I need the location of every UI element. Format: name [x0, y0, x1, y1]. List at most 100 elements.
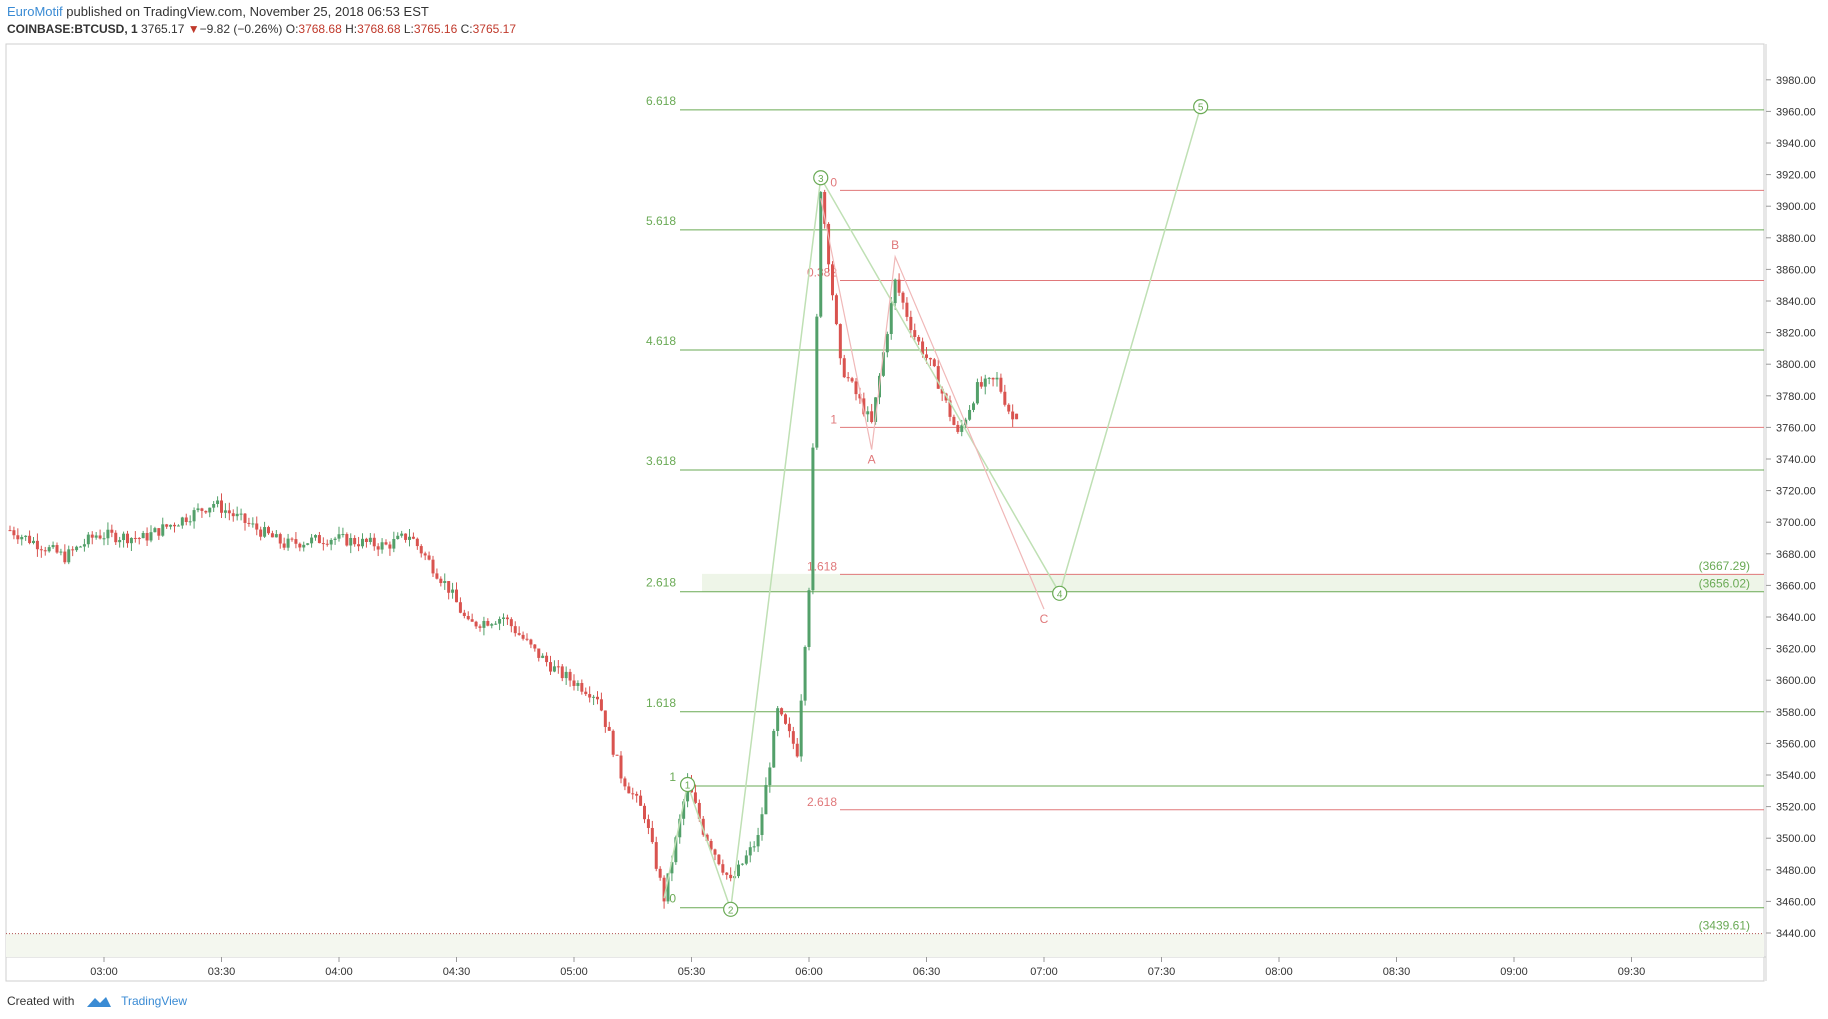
- candle-body: [760, 814, 764, 836]
- y-tick-label: 3680.00: [1776, 549, 1816, 561]
- candle-body: [705, 834, 709, 842]
- candle-body: [118, 540, 122, 543]
- candle-body: [752, 846, 756, 848]
- candle-body: [325, 543, 329, 545]
- candle-body: [940, 388, 944, 394]
- candle-body: [200, 508, 204, 511]
- low-value: 3765.16: [413, 22, 458, 36]
- author-link[interactable]: EuroMotif: [7, 4, 63, 19]
- y-tick-label: 3940.00: [1776, 138, 1816, 150]
- candle-body: [321, 543, 325, 545]
- price-level-label: (3439.61): [1699, 919, 1750, 933]
- wave-label: 2: [728, 905, 734, 916]
- candle-body: [858, 394, 862, 399]
- candle-body: [392, 539, 396, 549]
- candle-body: [850, 378, 854, 382]
- candle-body: [1011, 411, 1015, 420]
- tradingview-link[interactable]: TradingView: [121, 994, 188, 1008]
- candle-body: [357, 544, 361, 547]
- candle-body: [349, 537, 353, 546]
- candle-body: [917, 336, 921, 342]
- x-tick-label: 04:30: [443, 966, 471, 978]
- open-value: 3768.68: [298, 22, 342, 36]
- x-tick-label: 08:00: [1265, 966, 1293, 978]
- wave-marker: [723, 901, 739, 917]
- low-label: L:: [403, 22, 414, 36]
- abc-label: B: [891, 238, 899, 252]
- wave-marker: [813, 170, 829, 186]
- y-tick-label: 3660.00: [1776, 580, 1816, 592]
- candle-body: [607, 726, 611, 731]
- y-tick-label: 3760.00: [1776, 422, 1816, 434]
- candle-body: [196, 508, 200, 511]
- candle-body: [451, 589, 455, 593]
- footer: Created with TradingView: [7, 994, 187, 1009]
- y-tick-label: 3500.00: [1776, 833, 1816, 845]
- y-tick-label: 3540.00: [1776, 770, 1816, 782]
- candle-body: [740, 863, 744, 865]
- candle-body: [380, 542, 384, 550]
- candle-body: [709, 841, 713, 850]
- x-tick-label: 09:00: [1500, 966, 1528, 978]
- candle-body: [827, 223, 831, 265]
- candle-body: [247, 522, 251, 524]
- candle-body: [674, 837, 678, 863]
- candle-body: [936, 366, 940, 389]
- candle-body: [901, 292, 905, 303]
- candle-body: [776, 708, 780, 731]
- candle-body: [180, 517, 184, 526]
- candle-body: [854, 381, 858, 395]
- candle-body: [881, 352, 885, 376]
- y-tick-label: 3740.00: [1776, 454, 1816, 466]
- x-tick-label: 05:30: [678, 966, 706, 978]
- x-tick-label: 04:00: [325, 966, 353, 978]
- candle-body: [713, 849, 717, 855]
- candle-body: [133, 537, 137, 539]
- candle-body: [431, 559, 435, 574]
- candle-body: [314, 535, 317, 538]
- candle-body: [948, 400, 952, 417]
- candle-body: [631, 793, 635, 795]
- fib-green-label: 2.618: [646, 576, 676, 590]
- candle-body: [737, 864, 740, 877]
- candle-body: [404, 533, 408, 540]
- candle-body: [376, 546, 380, 550]
- candle-body: [176, 525, 180, 527]
- candle-body: [282, 543, 286, 548]
- candle-body: [227, 510, 231, 514]
- candle-body: [90, 534, 94, 538]
- candle-body: [619, 755, 623, 779]
- candle-body: [643, 805, 646, 820]
- candle-body: [384, 542, 388, 545]
- candle-body: [811, 447, 815, 591]
- candle-body: [216, 500, 220, 505]
- candle-body: [212, 504, 216, 508]
- candle-body: [157, 528, 161, 536]
- candle-body: [251, 523, 255, 525]
- candle-body: [823, 191, 827, 224]
- y-tick-label: 3840.00: [1776, 296, 1816, 308]
- y-tick-label: 3800.00: [1776, 359, 1816, 371]
- candle-body: [353, 537, 357, 545]
- candle-body: [693, 792, 697, 803]
- candle-body: [400, 533, 404, 536]
- candle-body: [490, 624, 494, 626]
- candle-body: [274, 534, 278, 538]
- candle-body: [106, 529, 110, 539]
- x-tick-label: 07:00: [1030, 966, 1058, 978]
- candle-body: [505, 617, 509, 620]
- fib-green-label: 4.618: [646, 334, 676, 348]
- candle-body: [408, 536, 411, 540]
- candle-body: [545, 655, 549, 663]
- candle-body: [572, 680, 576, 686]
- candle-body: [807, 590, 811, 647]
- candle-body: [537, 648, 541, 658]
- candle-body: [576, 683, 580, 686]
- candle-body: [278, 534, 282, 544]
- candle-body: [55, 545, 59, 553]
- candle-body: [298, 543, 302, 548]
- last-price: 3765.17: [141, 22, 185, 36]
- target-zone-layer: (3667.29) (3656.02) (3439.61): [6, 559, 1764, 957]
- close-label: C:: [460, 22, 473, 36]
